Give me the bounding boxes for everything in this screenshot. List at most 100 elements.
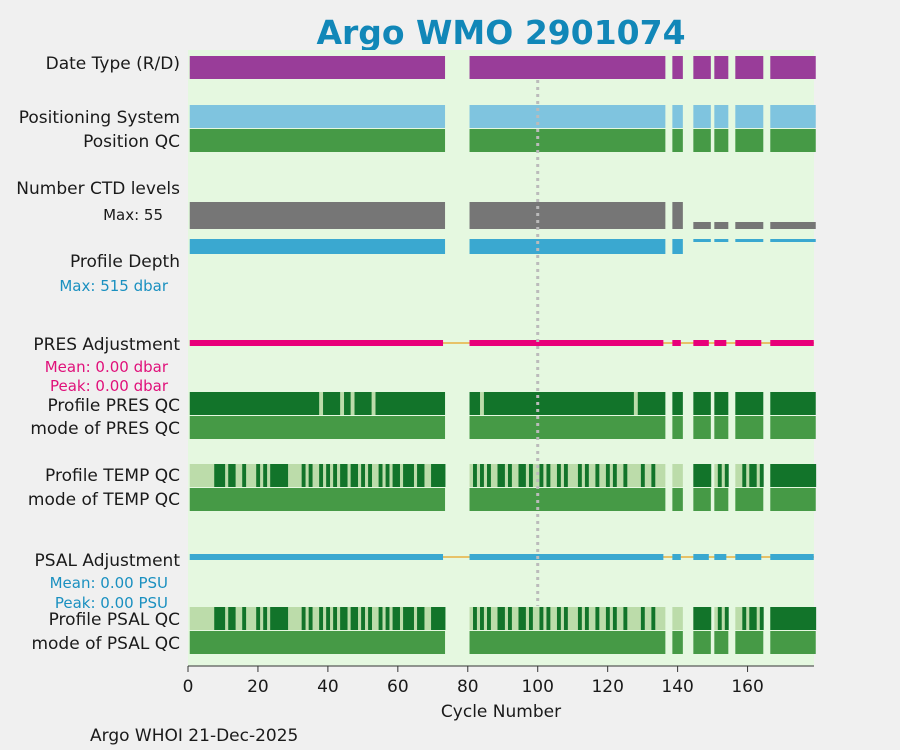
profile-psal-qc-cycle-mark — [434, 607, 439, 630]
profile-psal-qc-cycle-mark — [333, 607, 338, 630]
profile-psal-qc-cycle-mark — [798, 607, 803, 630]
position-qc-bar — [735, 129, 764, 152]
profile-temp-qc-cycle-mark — [378, 464, 383, 487]
mode-pres-qc-bar — [693, 416, 711, 439]
profile-psal-qc-cycle-mark — [340, 607, 345, 630]
profile-pres-qc-bar — [672, 392, 683, 415]
profile-temp-qc-cycle-mark — [231, 464, 236, 487]
profile-psal-qc-cycle-mark — [696, 607, 701, 630]
mode-psal-qc-bar — [693, 631, 711, 654]
profile-psal-qc-cycle-mark — [605, 607, 610, 630]
profile-temp-qc-cycle-mark — [801, 464, 806, 487]
profile-temp-qc-cycle-mark — [528, 464, 533, 487]
positioning-system-bar — [469, 105, 666, 128]
profile-psal-qc-cycle-mark — [780, 607, 785, 630]
ctd-levels-bar — [672, 202, 683, 229]
position-qc-bar — [770, 129, 816, 152]
profile-temp-qc-cycle-mark — [273, 464, 278, 487]
profile-pres-qc-bar — [735, 392, 764, 415]
profile-psal-qc-cycle-mark — [368, 607, 373, 630]
row-label-positioning-system: Positioning System — [19, 108, 180, 128]
profile-temp-qc-cycle-mark — [791, 464, 796, 487]
profile-depth-bar — [770, 239, 816, 242]
profile-psal-qc-cycle-mark — [217, 607, 222, 630]
mode-temp-qc-bar — [735, 488, 764, 511]
profile-temp-qc-cycle-mark — [651, 464, 656, 487]
profile-pres-qc-bar — [189, 392, 446, 415]
profile-psal-qc-cycle-mark — [812, 607, 817, 630]
profile-temp-qc-cycle-mark — [326, 464, 331, 487]
mode-pres-qc-bar — [735, 416, 764, 439]
profile-psal-qc-cycle-mark — [563, 607, 568, 630]
chart-title: Argo WMO 2901074 — [316, 13, 685, 52]
profile-psal-qc-cycle-mark — [438, 607, 442, 630]
profile-temp-qc-cycle-mark — [403, 464, 407, 487]
x-tick-label: 80 — [457, 677, 479, 697]
profile-pres-qc-cycle-mark — [319, 392, 324, 415]
profile-psal-qc-cycle-mark — [301, 607, 306, 630]
date-type-bar — [770, 56, 816, 79]
row-label-position-qc: Position QC — [83, 132, 180, 152]
profile-temp-qc-cycle-mark — [343, 464, 348, 487]
profile-temp-qc-cycle-mark — [777, 464, 782, 487]
profile-temp-qc-cycle-mark — [392, 464, 397, 487]
position-qc-bar — [693, 129, 711, 152]
profile-temp-qc-cycle-mark — [280, 464, 285, 487]
profile-psal-qc-cycle-mark — [521, 607, 526, 630]
profile-psal-qc-cycle-mark — [501, 607, 505, 630]
profile-temp-qc-cycle-mark — [441, 464, 446, 487]
profile-psal-qc-cycle-mark — [221, 607, 226, 630]
profile-temp-qc-cycle-mark — [340, 464, 345, 487]
date-type-bar — [714, 56, 729, 79]
x-tick-label: 140 — [661, 677, 693, 697]
x-tick-label: 160 — [731, 677, 763, 697]
positioning-system-bar — [693, 105, 711, 128]
psal-peak-label: Peak: 0.00 PSU — [55, 594, 168, 612]
position-qc-bar — [469, 129, 666, 152]
profile-pres-qc-cycle-mark — [371, 392, 376, 415]
row-label-mode-pres-qc: mode of PRES QC — [30, 419, 180, 439]
profile-psal-qc-cycle-mark — [584, 607, 589, 630]
profile-psal-qc-cycle-mark — [703, 607, 708, 630]
profile-temp-qc-bar — [672, 464, 683, 487]
profile-temp-qc-cycle-mark — [221, 464, 226, 487]
ctd-max-label: Max: 55 — [103, 206, 163, 224]
profile-psal-qc-cycle-mark — [518, 607, 523, 630]
profile-temp-qc-cycle-mark — [361, 464, 366, 487]
plot-area — [188, 50, 814, 666]
depth-max-label: Max: 515 dbar — [59, 277, 168, 295]
profile-psal-qc-cycle-mark — [284, 607, 289, 630]
profile-psal-qc-cycle-mark — [693, 607, 698, 630]
positioning-system-bar — [189, 105, 446, 128]
profile-temp-qc-cycle-mark — [805, 464, 810, 487]
mode-pres-qc-bar — [469, 416, 666, 439]
profile-temp-qc-cycle-mark — [546, 464, 551, 487]
ctd-levels-bar — [189, 202, 446, 229]
profile-temp-qc-cycle-mark — [242, 464, 247, 487]
profile-depth-bar — [469, 239, 666, 254]
profile-temp-qc-cycle-mark — [406, 464, 411, 487]
ctd-levels-bar — [693, 222, 711, 229]
profile-psal-qc-cycle-mark — [385, 607, 390, 630]
profile-psal-qc-cycle-mark — [595, 607, 600, 630]
profile-temp-qc-cycle-mark — [480, 464, 484, 487]
profile-psal-qc-cycle-mark — [242, 607, 247, 630]
profile-psal-qc-cycle-mark — [487, 607, 491, 630]
profile-psal-qc-cycle-mark — [378, 607, 383, 630]
profile-temp-qc-cycle-mark — [700, 464, 705, 487]
profile-psal-qc-cycle-mark — [273, 607, 278, 630]
profile-temp-qc-cycle-mark — [556, 464, 561, 487]
row-label-ctd-levels: Number CTD levels — [16, 179, 180, 199]
profile-psal-qc-cycle-mark — [742, 607, 747, 630]
date-type-bar — [672, 56, 683, 79]
profile-psal-qc-cycle-mark — [396, 607, 400, 630]
profile-psal-qc-cycle-mark — [319, 607, 324, 630]
row-label-profile-psal-qc: Profile PSAL QC — [49, 610, 180, 630]
profile-pres-qc-bar — [469, 392, 666, 415]
pres-peak-label: Peak: 0.00 dbar — [50, 377, 169, 395]
profile-psal-qc-cycle-mark — [406, 607, 411, 630]
profile-temp-qc-cycle-mark — [497, 464, 502, 487]
mode-temp-qc-bar — [770, 488, 816, 511]
mode-psal-qc-bar — [770, 631, 816, 654]
row-label-profile-pres-qc: Profile PRES QC — [47, 396, 180, 416]
